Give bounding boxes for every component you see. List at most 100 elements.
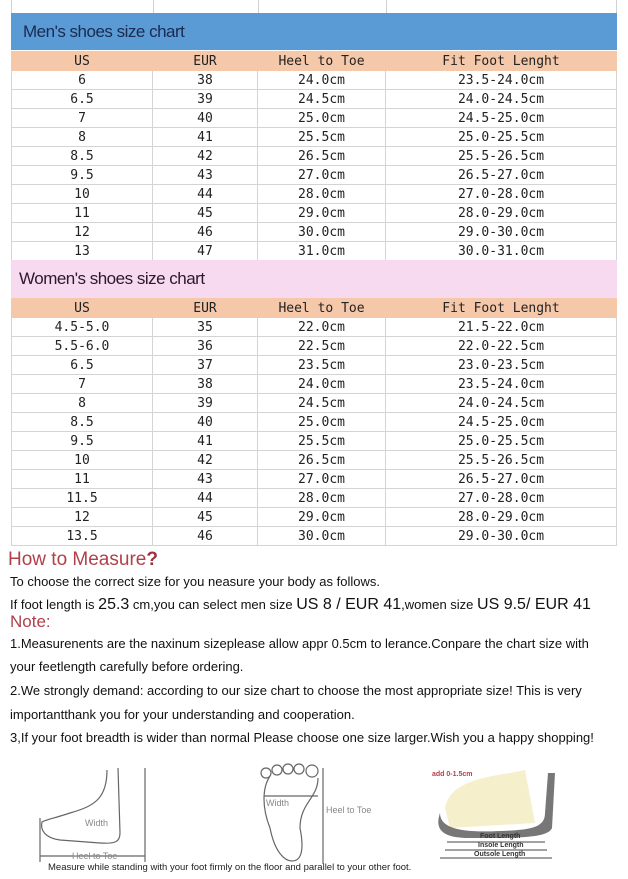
example-text: ,women size xyxy=(401,597,478,612)
table-cell: 42 xyxy=(152,146,258,166)
foot-length-label: Foot Length xyxy=(480,833,520,840)
table-cell: 24.5cm xyxy=(257,393,386,413)
table-cell: 28.0-29.0cm xyxy=(385,507,617,527)
table-cell: 12 xyxy=(11,507,153,527)
table-cell: 27.0-28.0cm xyxy=(385,184,617,204)
table-cell: 29.0cm xyxy=(257,507,386,527)
table-cell: 6.5 xyxy=(11,355,153,375)
table-cell: 7 xyxy=(11,374,153,394)
table-cell: 29.0-30.0cm xyxy=(385,526,617,546)
table-cell: 30.0cm xyxy=(257,222,386,242)
table-row: 8.5 42 26.5cm 25.5-26.5cm xyxy=(11,146,617,166)
sole-illustration xyxy=(260,763,324,864)
note-line: importantthank you for your understandin… xyxy=(10,707,355,722)
table-cell: 8.5 xyxy=(11,412,153,432)
table-row: 10 44 28.0cm 27.0-28.0cm xyxy=(11,184,617,204)
table-cell: 24.0-24.5cm xyxy=(385,89,617,109)
table-cell: 6.5 xyxy=(11,89,153,109)
example-length: 25.3 xyxy=(98,596,130,613)
table-cell: 27.0cm xyxy=(257,165,386,185)
table-cell: 28.0cm xyxy=(257,488,386,508)
women-chart-title: Women's shoes size chart xyxy=(11,260,617,298)
col-us: US xyxy=(11,51,153,71)
table-cell: 8.5 xyxy=(11,146,153,166)
table-cell: 26.5-27.0cm xyxy=(385,165,617,185)
table-row: 9.5 41 25.5cm 25.0-25.5cm xyxy=(11,431,617,451)
col-eur: EUR xyxy=(152,298,258,318)
table-cell: 10 xyxy=(11,184,153,204)
measure-intro: To choose the correct size for you neasu… xyxy=(10,574,380,589)
shoe-fit-illustration xyxy=(438,770,555,859)
table-cell: 24.0cm xyxy=(257,70,386,90)
table-cell: 7 xyxy=(11,108,153,128)
note-line: 1.Measurenents are the naxinum sizepleas… xyxy=(10,636,589,651)
table-cell: 24.5-25.0cm xyxy=(385,412,617,432)
table-cell: 31.0cm xyxy=(257,241,386,261)
table-cell: 25.0-25.5cm xyxy=(385,431,617,451)
measurement-figures: Width Heel to Toe Width Heel to Toe add … xyxy=(39,763,555,864)
table-cell: 13.5 xyxy=(11,526,153,546)
table-row: 12 45 29.0cm 28.0-29.0cm xyxy=(11,507,617,527)
table-cell: 11.5 xyxy=(11,488,153,508)
table-cell: 46 xyxy=(152,526,258,546)
table-cell: 10 xyxy=(11,450,153,470)
table-cell: 25.5-26.5cm xyxy=(385,450,617,470)
how-to-measure-heading: How to Measure? xyxy=(8,549,158,571)
table-cell: 30.0-31.0cm xyxy=(385,241,617,261)
table-cell: 35 xyxy=(152,317,258,337)
col-us: US xyxy=(11,298,153,318)
table-cell: 26.5-27.0cm xyxy=(385,469,617,489)
table-row: 7 38 24.0cm 23.5-24.0cm xyxy=(11,374,617,394)
table-cell: 45 xyxy=(152,507,258,527)
table-cell: 11 xyxy=(11,203,153,223)
table-cell: 23.5-24.0cm xyxy=(385,70,617,90)
table-row: 5.5-6.0 36 22.5cm 22.0-22.5cm xyxy=(11,336,617,356)
table-cell: 39 xyxy=(152,89,258,109)
table-cell: 12 xyxy=(11,222,153,242)
table-cell: 42 xyxy=(152,450,258,470)
col-fit-foot-length: Fit Foot Lenght xyxy=(385,51,617,71)
heading-mark: ? xyxy=(146,549,158,570)
men-chart-title: Men's shoes size chart xyxy=(11,13,617,50)
table-row: 12 46 30.0cm 29.0-30.0cm xyxy=(11,222,617,242)
table-cell: 46 xyxy=(152,222,258,242)
table-cell: 36 xyxy=(152,336,258,356)
add-label: add 0-1.5cm xyxy=(432,771,472,778)
table-row: 8 41 25.5cm 25.0-25.5cm xyxy=(11,127,617,147)
table-cell: 13 xyxy=(11,241,153,261)
table-cell: 41 xyxy=(152,431,258,451)
table-cell: 24.5-25.0cm xyxy=(385,108,617,128)
example-women-size: US 9.5/ EUR 41 xyxy=(477,596,591,613)
table-cell: 26.5cm xyxy=(257,146,386,166)
table-row: 10 42 26.5cm 25.5-26.5cm xyxy=(11,450,617,470)
example-text: If foot length is xyxy=(10,597,99,612)
table-cell: 22.0-22.5cm xyxy=(385,336,617,356)
table-cell: 25.5cm xyxy=(257,127,386,147)
side-width-label: Width xyxy=(85,818,108,828)
col-eur: EUR xyxy=(152,51,258,71)
table-cell: 38 xyxy=(152,70,258,90)
table-row: 11 43 27.0cm 26.5-27.0cm xyxy=(11,469,617,489)
table-cell: 25.0-25.5cm xyxy=(385,127,617,147)
table-cell: 8 xyxy=(11,393,153,413)
sole-heel-label: Heel to Toe xyxy=(326,805,371,815)
table-cell: 26.5cm xyxy=(257,450,386,470)
table-row: 8 39 24.5cm 24.0-24.5cm xyxy=(11,393,617,413)
table-cell: 37 xyxy=(152,355,258,375)
men-size-table: US EUR Heel to Toe Fit Foot Lenght 6 38 24… xyxy=(11,51,617,261)
table-cell: 22.5cm xyxy=(257,336,386,356)
table-cell: 23.5cm xyxy=(257,355,386,375)
table-cell: 28.0-29.0cm xyxy=(385,203,617,223)
table-cell: 23.0-23.5cm xyxy=(385,355,617,375)
col-fit-foot-length: Fit Foot Lenght xyxy=(385,298,617,318)
table-cell: 5.5-6.0 xyxy=(11,336,153,356)
note-line: 2.We strongly demand: according to our s… xyxy=(10,683,582,698)
table-row: 9.5 43 27.0cm 26.5-27.0cm xyxy=(11,165,617,185)
side-foot-illustration xyxy=(39,767,146,862)
table-row: 8.5 40 25.0cm 24.5-25.0cm xyxy=(11,412,617,432)
table-cell: 29.0-30.0cm xyxy=(385,222,617,242)
measure-example: If foot length is 25.3 cm,you can select… xyxy=(10,596,591,614)
table-cell: 27.0-28.0cm xyxy=(385,488,617,508)
table-cell: 43 xyxy=(152,469,258,489)
table-cell: 39 xyxy=(152,393,258,413)
